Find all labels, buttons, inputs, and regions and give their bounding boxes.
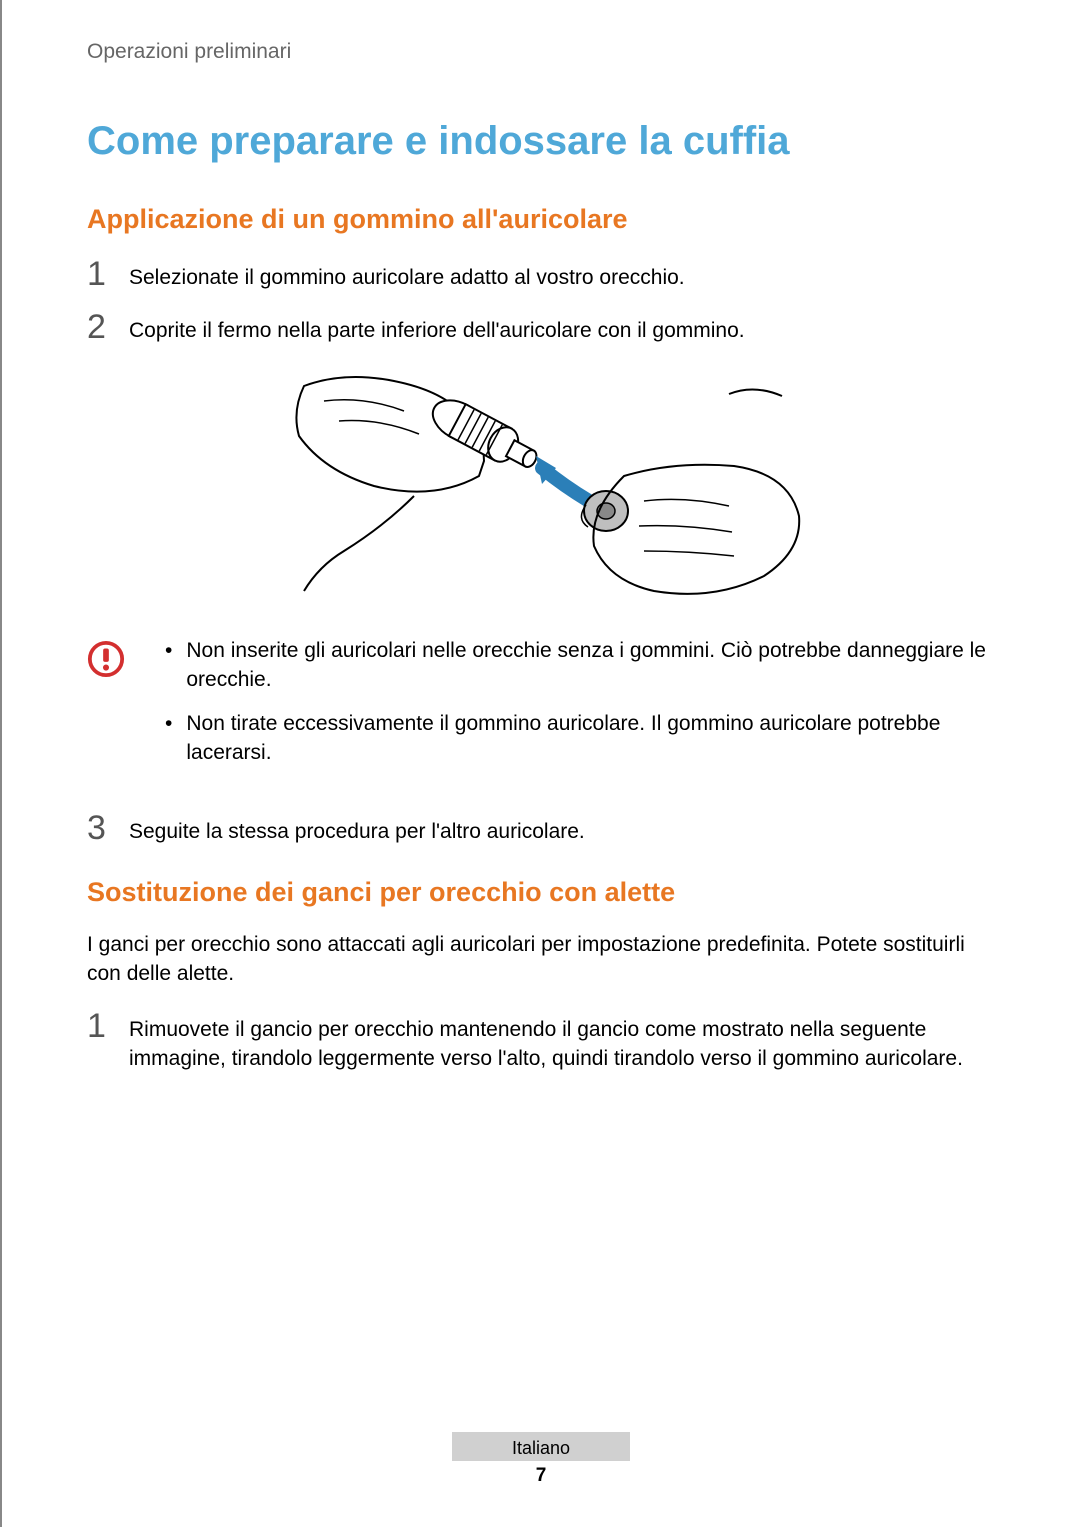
footer-box: Italiano bbox=[452, 1432, 630, 1461]
warning-item: • Non tirate eccessivamente il gommino a… bbox=[165, 709, 1000, 768]
step-number: 2 bbox=[87, 310, 129, 344]
subsection-title-2: Sostituzione dei ganci per orecchio con … bbox=[87, 877, 1000, 908]
footer-page-number: 7 bbox=[2, 1465, 1080, 1487]
bullet-icon: • bbox=[165, 709, 172, 738]
warning-block: • Non inserite gli auricolari nelle orec… bbox=[87, 636, 1000, 782]
intro-paragraph: I ganci per orecchio sono attaccati agli… bbox=[87, 930, 1000, 989]
step-row: 3 Seguite la stessa procedura per l'altr… bbox=[87, 811, 1000, 846]
step-row: 1 Rimuovete il gancio per orecchio mante… bbox=[87, 1009, 1000, 1074]
warning-list: • Non inserite gli auricolari nelle orec… bbox=[165, 636, 1000, 782]
warning-text: Non inserite gli auricolari nelle orecch… bbox=[186, 636, 1000, 695]
section-label: Operazioni preliminari bbox=[87, 40, 1000, 64]
step-number: 1 bbox=[87, 257, 129, 291]
step-text: Rimuovete il gancio per orecchio mantene… bbox=[129, 1009, 1000, 1074]
footer-language: Italiano bbox=[512, 1438, 570, 1459]
step-row: 1 Selezionate il gommino auricolare adat… bbox=[87, 257, 1000, 292]
step-text: Seguite la stessa procedura per l'altro … bbox=[129, 811, 585, 846]
subsection-title-1: Applicazione di un gommino all'auricolar… bbox=[87, 204, 1000, 235]
warning-text: Non tirate eccessivamente il gommino aur… bbox=[186, 709, 1000, 768]
bullet-icon: • bbox=[165, 636, 172, 665]
warning-item: • Non inserite gli auricolari nelle orec… bbox=[165, 636, 1000, 695]
caution-icon bbox=[87, 640, 125, 678]
earbud-illustration bbox=[87, 366, 1000, 606]
page-footer: Italiano 7 bbox=[2, 1432, 1080, 1487]
step-row: 2 Coprite il fermo nella parte inferiore… bbox=[87, 310, 1000, 345]
step-number: 3 bbox=[87, 811, 129, 845]
step-number: 1 bbox=[87, 1009, 129, 1043]
step-text: Selezionate il gommino auricolare adatto… bbox=[129, 257, 685, 292]
step-text: Coprite il fermo nella parte inferiore d… bbox=[129, 310, 745, 345]
document-page: Operazioni preliminari Come preparare e … bbox=[0, 0, 1080, 1527]
page-title: Come preparare e indossare la cuffia bbox=[87, 119, 1000, 164]
